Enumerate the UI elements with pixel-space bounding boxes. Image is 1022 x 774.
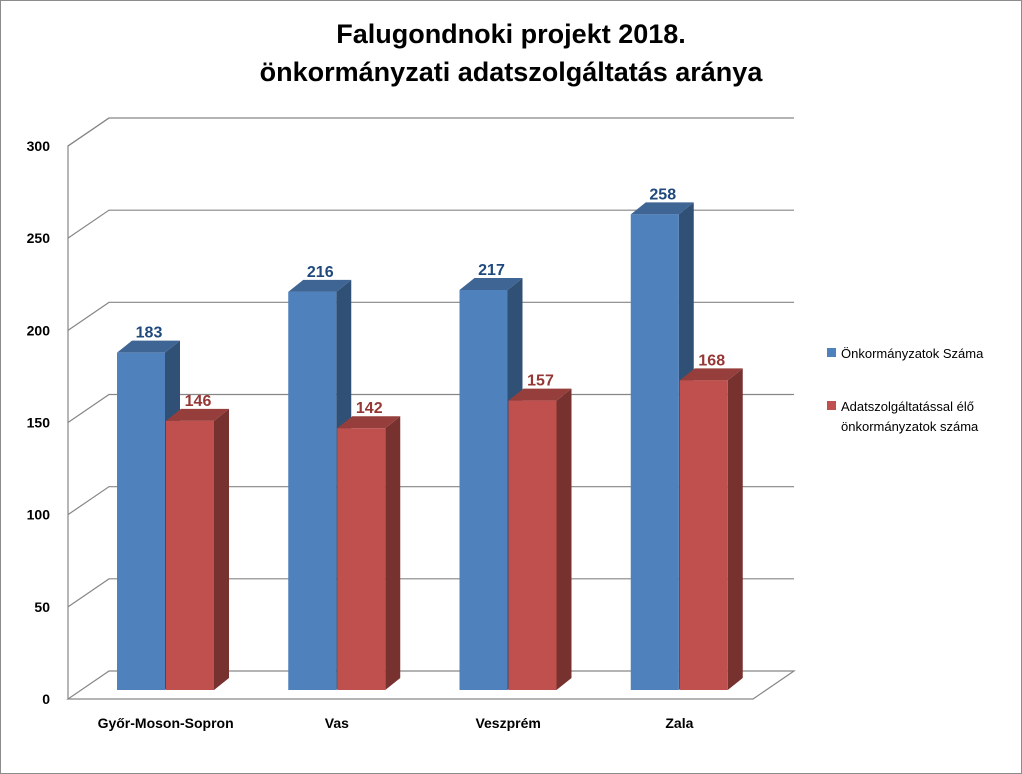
y-tick-label: 250 — [27, 230, 51, 246]
bars — [117, 202, 743, 691]
chart-title-line-2: önkormányzati adatszolgáltatás aránya — [260, 57, 764, 87]
bar-side — [727, 368, 743, 690]
legend-swatch — [827, 348, 836, 357]
chart-title-line-1: Falugondnoki projekt 2018. — [336, 19, 686, 49]
bar-front — [337, 428, 386, 690]
bar-side — [214, 408, 229, 690]
data-label: 146 — [185, 393, 212, 410]
floor — [66, 670, 796, 700]
bar-top — [508, 388, 572, 401]
gridline — [67, 117, 794, 147]
x-category-label: Veszprém — [475, 715, 540, 731]
bar-front — [288, 291, 337, 690]
bar-adatszolgaltatas — [508, 388, 572, 690]
bar-top — [630, 202, 694, 215]
data-label: 157 — [527, 373, 554, 390]
bar-side — [556, 388, 572, 690]
x-category-label: Vas — [325, 715, 349, 731]
legend: Önkormányzatok Száma Adatszolgáltatással … — [827, 346, 984, 434]
bar-adatszolgaltatas — [166, 408, 229, 690]
bar-front — [630, 214, 679, 691]
bar-top — [117, 340, 180, 353]
data-label: 258 — [649, 186, 676, 203]
y-tick-label: 100 — [27, 507, 51, 523]
bar-front — [508, 400, 557, 690]
x-category-label: Győr-Moson-Sopron — [98, 715, 234, 731]
data-label: 217 — [478, 262, 505, 279]
bar-front — [459, 289, 508, 690]
data-label: 183 — [136, 325, 163, 342]
data-label: 216 — [307, 264, 334, 281]
bar-top — [166, 408, 229, 421]
y-tick-label: 50 — [34, 599, 50, 615]
data-label: 168 — [698, 352, 725, 369]
x-category-label: Zala — [665, 715, 693, 731]
y-tick-label: 0 — [42, 691, 50, 707]
legend-item: Önkormányzatok Száma — [827, 346, 984, 361]
bar-top — [288, 279, 352, 292]
y-axis-ticks: 0 50 100 150 200 250 300 — [27, 138, 51, 707]
bar-adatszolgaltatas — [679, 368, 743, 690]
y-tick-label: 200 — [27, 322, 51, 338]
y-tick-label: 300 — [27, 138, 51, 154]
bar-front — [166, 420, 214, 690]
bar-top — [459, 277, 523, 290]
legend-swatch — [827, 401, 836, 410]
gridline — [67, 301, 794, 331]
bar-adatszolgaltatas — [337, 416, 401, 690]
bar-top — [679, 368, 743, 381]
bar-front — [117, 352, 165, 690]
legend-item: Adatszolgáltatással élő önkormányzatok sz… — [827, 399, 979, 434]
bar-side — [385, 416, 401, 690]
bar-front — [679, 380, 728, 690]
legend-label: Adatszolgáltatással élő önkormányzatok sz… — [841, 399, 979, 434]
legend-label: Önkormányzatok Száma — [841, 346, 984, 361]
bar-top — [337, 416, 401, 429]
y-tick-label: 150 — [27, 415, 51, 431]
data-label: 142 — [356, 400, 383, 417]
data-labels: 183 146 216 142 217 157 258 168 — [136, 186, 726, 417]
x-axis-categories: Győr-Moson-Sopron Vas Veszprém Zala — [98, 715, 694, 731]
gridline — [67, 209, 794, 239]
